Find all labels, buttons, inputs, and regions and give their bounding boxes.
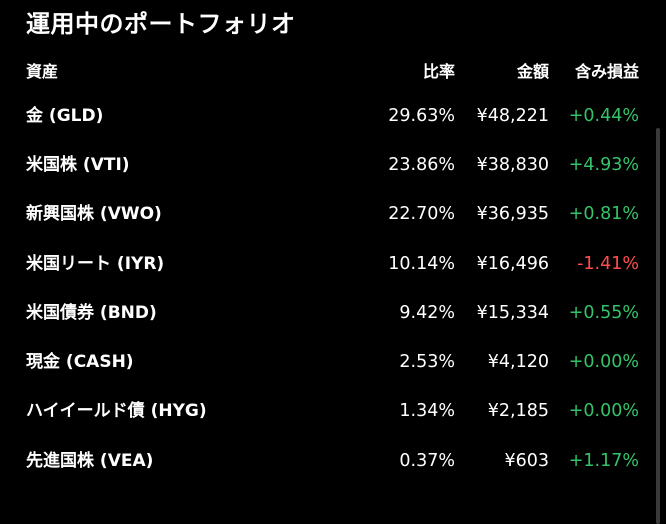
asset-unrealized-pl: -1.41% (577, 254, 639, 274)
table-row[interactable]: 米国債券 (BND) 9.42% ¥15,334 +0.55% (0, 298, 666, 328)
asset-amount: ¥603 (504, 451, 549, 471)
asset-amount: ¥48,221 (476, 106, 549, 126)
asset-amount: ¥15,334 (476, 303, 549, 323)
asset-unrealized-pl: +0.81% (568, 204, 639, 224)
asset-ratio: 2.53% (399, 352, 455, 372)
table-row[interactable]: 現金 (CASH) 2.53% ¥4,120 +0.00% (0, 347, 666, 377)
asset-ratio: 10.14% (388, 254, 455, 274)
asset-amount: ¥2,185 (487, 401, 549, 421)
header-asset: 資産 (26, 62, 59, 81)
asset-amount: ¥16,496 (476, 254, 549, 274)
table-row[interactable]: 米国リート (IYR) 10.14% ¥16,496 -1.41% (0, 249, 666, 279)
asset-ratio: 1.34% (399, 401, 455, 421)
header-amount: 金額 (516, 62, 549, 81)
asset-unrealized-pl: +1.17% (568, 451, 639, 471)
asset-ratio: 9.42% (399, 303, 455, 323)
asset-ratio: 23.86% (388, 155, 455, 175)
page-title: 運用中のポートフォリオ (26, 10, 296, 38)
asset-name: 米国債券 (BND) (26, 303, 157, 323)
table-row[interactable]: 米国株 (VTI) 23.86% ¥38,830 +4.93% (0, 150, 666, 180)
asset-name: 先進国株 (VEA) (26, 451, 154, 471)
asset-name: 新興国株 (VWO) (26, 204, 162, 224)
asset-unrealized-pl: +0.44% (568, 106, 639, 126)
table-row[interactable]: ハイイールド債 (HYG) 1.34% ¥2,185 +0.00% (0, 396, 666, 426)
asset-ratio: 29.63% (388, 106, 455, 126)
asset-name: ハイイールド債 (HYG) (26, 401, 207, 421)
asset-unrealized-pl: +0.00% (568, 401, 639, 421)
asset-unrealized-pl: +4.93% (568, 155, 639, 175)
header-unrealized-pl: 含み損益 (574, 62, 639, 81)
asset-amount: ¥4,120 (487, 352, 549, 372)
asset-amount: ¥36,935 (476, 204, 549, 224)
asset-amount: ¥38,830 (476, 155, 549, 175)
asset-unrealized-pl: +0.55% (568, 303, 639, 323)
vertical-scrollbar[interactable] (656, 128, 660, 524)
table-row[interactable]: 金 (GLD) 29.63% ¥48,221 +0.44% (0, 101, 666, 131)
table-row[interactable]: 新興国株 (VWO) 22.70% ¥36,935 +0.81% (0, 199, 666, 229)
asset-ratio: 22.70% (388, 204, 455, 224)
table-header: 資産 比率 金額 含み損益 (0, 57, 666, 87)
asset-name: 米国株 (VTI) (26, 155, 130, 175)
asset-name: 米国リート (IYR) (26, 254, 165, 274)
asset-ratio: 0.37% (399, 451, 455, 471)
asset-name: 現金 (CASH) (26, 352, 134, 372)
asset-unrealized-pl: +0.00% (568, 352, 639, 372)
asset-name: 金 (GLD) (26, 106, 104, 126)
table-row[interactable]: 先進国株 (VEA) 0.37% ¥603 +1.17% (0, 446, 666, 476)
header-ratio: 比率 (422, 62, 455, 81)
